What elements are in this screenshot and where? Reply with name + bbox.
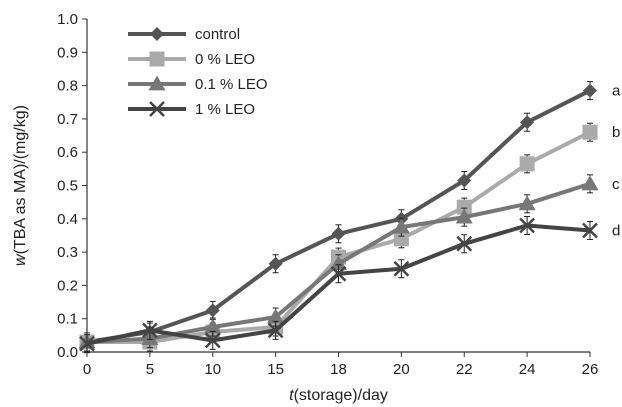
- series-line-control: [86, 88, 591, 344]
- data-point-1-leo-stroke-b: [267, 322, 284, 339]
- y-tick-label: 0.6: [57, 144, 78, 161]
- x-tick-label: 5: [146, 361, 154, 378]
- data-point-control: [268, 256, 283, 271]
- x-axis-title-text: (storage)/day: [294, 387, 388, 404]
- data-point-0-leo: [519, 156, 535, 172]
- data-point-control: [331, 226, 346, 241]
- data-point-1-leo: [582, 222, 598, 239]
- data-point-1-leo-stroke-b: [582, 222, 598, 239]
- data-point-1-leo-stroke-b: [204, 332, 221, 349]
- data-point-0-1-leo: [581, 175, 599, 191]
- data-point-1-leo: [456, 235, 473, 252]
- data-point-0-1-leo: [455, 208, 473, 224]
- data-point-1-leo: [330, 265, 347, 282]
- data-point-control: [520, 115, 535, 130]
- data-point-0-1-leo: [392, 218, 410, 234]
- data-point-0-1-leo: [267, 308, 285, 324]
- x-tick-label: 15: [267, 361, 284, 378]
- series-control: [80, 81, 597, 352]
- x-tick-label: 20: [393, 361, 410, 378]
- legend-label-control: control: [195, 26, 240, 43]
- x-tick-label: 24: [519, 361, 536, 378]
- data-point-0-leo: [582, 124, 598, 140]
- data-point-1-leo: [519, 217, 536, 234]
- y-axis-title-symbol: w: [12, 253, 29, 266]
- annotation-b: b: [612, 124, 620, 141]
- legend-marker-0-1-leo: [148, 75, 166, 91]
- legend-label-0-1-leo: 0.1 % LEO: [195, 76, 268, 93]
- data-point-0-1-leo: [204, 318, 222, 334]
- legend-label-0-leo: 0 % LEO: [195, 51, 255, 68]
- y-tick-label: 0.1: [57, 311, 78, 328]
- x-tick-label: 18: [330, 361, 347, 378]
- legend-marker-1-leo-stroke-b: [149, 101, 165, 117]
- legend-marker-control: [150, 27, 164, 41]
- data-point-1-leo-stroke-b: [393, 260, 410, 277]
- data-point-0-1-leo: [518, 195, 536, 211]
- data-point-0-leo: [393, 231, 409, 247]
- data-point-1-leo-stroke-b: [141, 322, 158, 339]
- y-tick-label: 0.3: [57, 244, 78, 261]
- annotation-c: c: [612, 176, 620, 193]
- annotation-a: a: [612, 83, 621, 100]
- data-point-1-leo-stroke-b: [330, 265, 347, 282]
- data-point-1-leo: [393, 260, 410, 277]
- y-tick-label: 0.5: [57, 178, 78, 195]
- data-point-1-leo: [141, 322, 158, 339]
- y-axis-title: w(TBA as MA)/(mg/kg): [12, 105, 29, 266]
- data-point-1-leo-stroke-b: [519, 217, 536, 234]
- data-point-0-1-leo: [330, 255, 347, 271]
- data-point-1-leo: [204, 332, 221, 349]
- x-tick-label: 26: [582, 361, 599, 378]
- legend: control 0 % LEO 0.1 % LEO 1 % LEO: [128, 26, 268, 118]
- x-tick-label: 0: [83, 361, 91, 378]
- y-tick-label: 0.7: [57, 111, 78, 128]
- y-tick-label: 1.0: [57, 11, 78, 28]
- x-axis-title-symbol: t: [289, 387, 294, 404]
- data-point-1-leo: [267, 322, 284, 339]
- data-point-1-leo-stroke-b: [79, 335, 95, 352]
- y-tick-label: 0.0: [57, 344, 78, 361]
- x-axis-title: t(storage)/day: [289, 387, 388, 404]
- y-tick-label: 0.9: [57, 44, 78, 61]
- series-1-leo: [79, 215, 598, 354]
- data-point-1-leo: [79, 335, 95, 352]
- legend-marker-1-leo: [149, 101, 165, 117]
- data-point-1-leo-stroke-b: [456, 235, 473, 252]
- legend-marker-0-leo: [149, 51, 165, 67]
- legend-label-1-leo: 1 % LEO: [195, 101, 255, 118]
- y-tick-label: 0.4: [57, 211, 78, 228]
- data-point-control: [583, 83, 597, 98]
- x-tick-label: 10: [204, 361, 221, 378]
- y-tick-label: 0.2: [57, 277, 78, 294]
- y-tick-label: 0.8: [57, 78, 78, 95]
- data-point-control: [205, 303, 220, 318]
- y-axis-title-text: (TBA as MA)/(mg/kg): [12, 105, 29, 254]
- data-point-control: [457, 173, 472, 188]
- data-point-0-leo: [456, 199, 472, 215]
- x-tick-label: 22: [456, 361, 473, 378]
- annotation-d: d: [612, 222, 620, 239]
